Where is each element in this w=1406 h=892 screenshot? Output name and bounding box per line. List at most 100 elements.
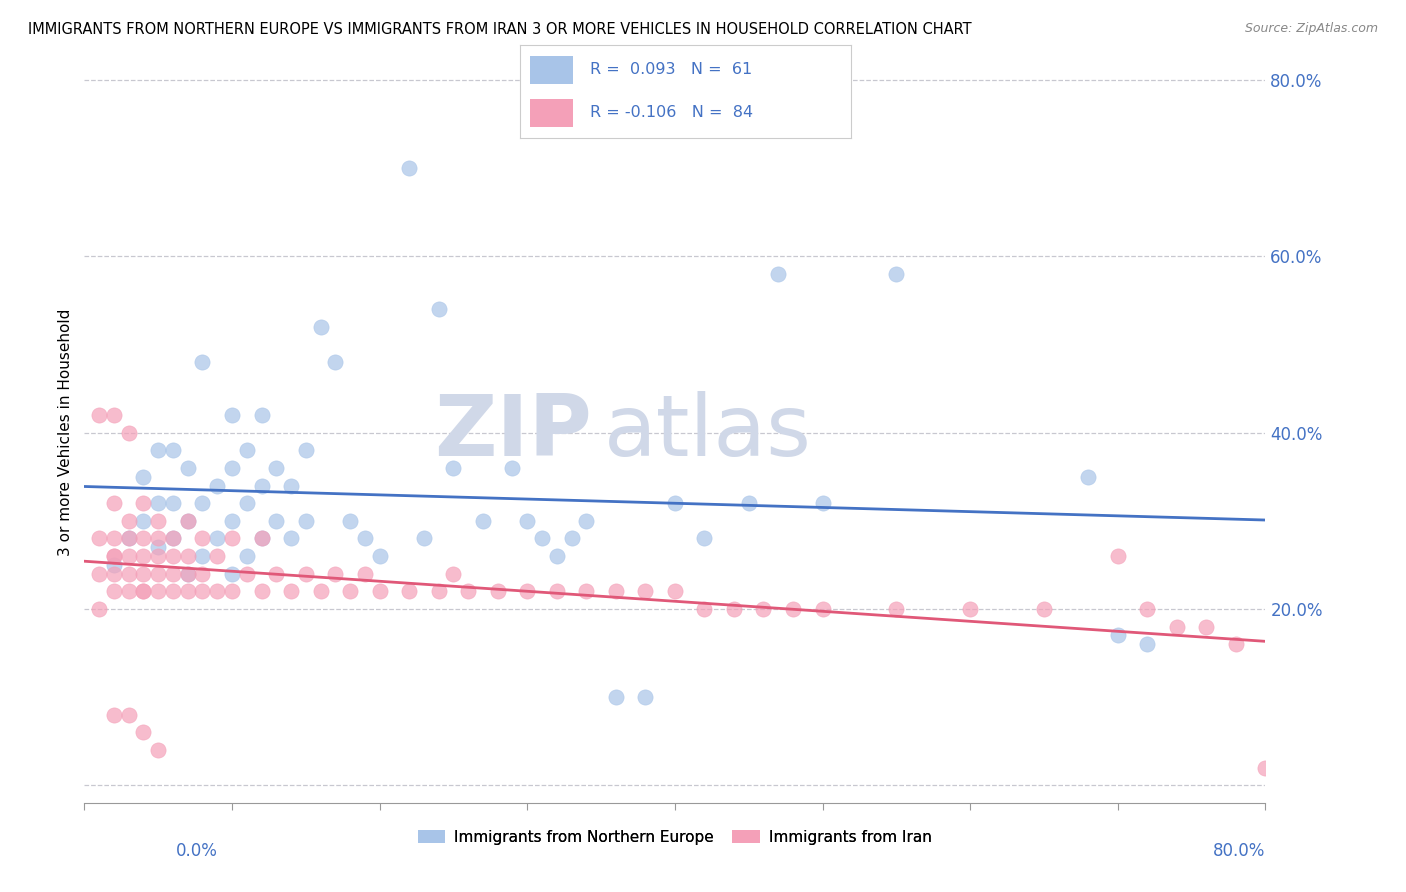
Point: [295, 514, 318, 528]
Point: [339, 584, 361, 599]
Point: [295, 566, 318, 581]
Point: [118, 425, 141, 440]
Point: [501, 461, 523, 475]
Text: R = -0.106   N =  84: R = -0.106 N = 84: [589, 105, 752, 120]
Point: [191, 496, 214, 510]
Point: [531, 532, 554, 546]
Point: [250, 478, 273, 492]
Text: IMMIGRANTS FROM NORTHERN EUROPE VS IMMIGRANTS FROM IRAN 3 OR MORE VEHICLES IN HO: IMMIGRANTS FROM NORTHERN EUROPE VS IMMIG…: [28, 22, 972, 37]
Point: [118, 514, 141, 528]
Point: [103, 558, 125, 572]
Point: [148, 496, 170, 510]
Point: [221, 532, 243, 546]
Point: [191, 584, 214, 599]
Point: [118, 707, 141, 722]
Text: 80.0%: 80.0%: [1213, 842, 1265, 860]
Point: [443, 461, 465, 475]
Point: [693, 532, 716, 546]
Point: [177, 584, 200, 599]
Point: [546, 549, 568, 563]
Point: [413, 532, 436, 546]
Point: [236, 549, 259, 563]
Point: [103, 707, 125, 722]
Point: [486, 584, 509, 599]
Point: [103, 549, 125, 563]
Point: [191, 532, 214, 546]
Point: [132, 514, 155, 528]
Point: [811, 602, 834, 616]
Point: [118, 566, 141, 581]
Point: [309, 319, 332, 334]
Point: [118, 584, 141, 599]
Point: [191, 355, 214, 369]
Point: [309, 584, 332, 599]
Point: [87, 566, 111, 581]
Point: [103, 532, 125, 546]
Point: [148, 532, 170, 546]
Point: [118, 549, 141, 563]
Point: [162, 532, 184, 546]
Point: [207, 549, 229, 563]
Point: [148, 566, 170, 581]
Point: [1166, 619, 1188, 633]
Point: [87, 532, 111, 546]
Point: [221, 566, 243, 581]
Point: [1195, 619, 1218, 633]
Point: [605, 690, 627, 704]
Point: [354, 532, 377, 546]
Point: [280, 584, 302, 599]
Text: 0.0%: 0.0%: [176, 842, 218, 860]
Point: [162, 496, 184, 510]
Point: [177, 514, 200, 528]
Point: [398, 584, 420, 599]
Point: [207, 532, 229, 546]
Point: [693, 602, 716, 616]
Point: [250, 532, 273, 546]
Point: [575, 584, 598, 599]
Point: [118, 532, 141, 546]
Point: [768, 267, 790, 281]
Point: [132, 584, 155, 599]
Point: [191, 549, 214, 563]
Point: [162, 443, 184, 458]
Point: [132, 469, 155, 483]
Point: [103, 496, 125, 510]
Point: [103, 549, 125, 563]
Point: [177, 566, 200, 581]
Point: [236, 443, 259, 458]
Point: [472, 514, 495, 528]
Point: [443, 566, 465, 581]
Point: [368, 584, 391, 599]
Point: [605, 584, 627, 599]
Point: [250, 584, 273, 599]
Point: [87, 408, 111, 422]
Point: [132, 566, 155, 581]
Point: [236, 496, 259, 510]
Point: [516, 514, 538, 528]
Point: [516, 584, 538, 599]
Point: [325, 355, 347, 369]
Point: [664, 496, 686, 510]
Point: [427, 584, 450, 599]
Point: [250, 532, 273, 546]
Point: [221, 408, 243, 422]
Point: [546, 584, 568, 599]
Point: [132, 725, 155, 739]
Point: [221, 584, 243, 599]
Point: [103, 566, 125, 581]
Point: [177, 514, 200, 528]
Point: [1254, 760, 1277, 774]
Point: [221, 461, 243, 475]
Point: [1136, 602, 1159, 616]
Point: [1077, 469, 1099, 483]
Point: [398, 161, 420, 176]
Bar: [530, 56, 574, 84]
Point: [103, 408, 125, 422]
Point: [575, 514, 598, 528]
Legend: Immigrants from Northern Europe, Immigrants from Iran: Immigrants from Northern Europe, Immigra…: [412, 823, 938, 851]
Point: [664, 584, 686, 599]
Point: [886, 602, 908, 616]
Point: [339, 514, 361, 528]
Point: [221, 514, 243, 528]
Text: ZIP: ZIP: [434, 391, 592, 475]
